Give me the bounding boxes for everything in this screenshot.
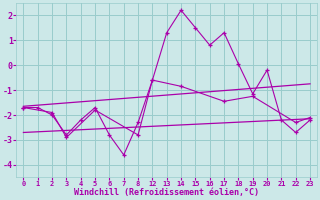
X-axis label: Windchill (Refroidissement éolien,°C): Windchill (Refroidissement éolien,°C) [74,188,259,197]
